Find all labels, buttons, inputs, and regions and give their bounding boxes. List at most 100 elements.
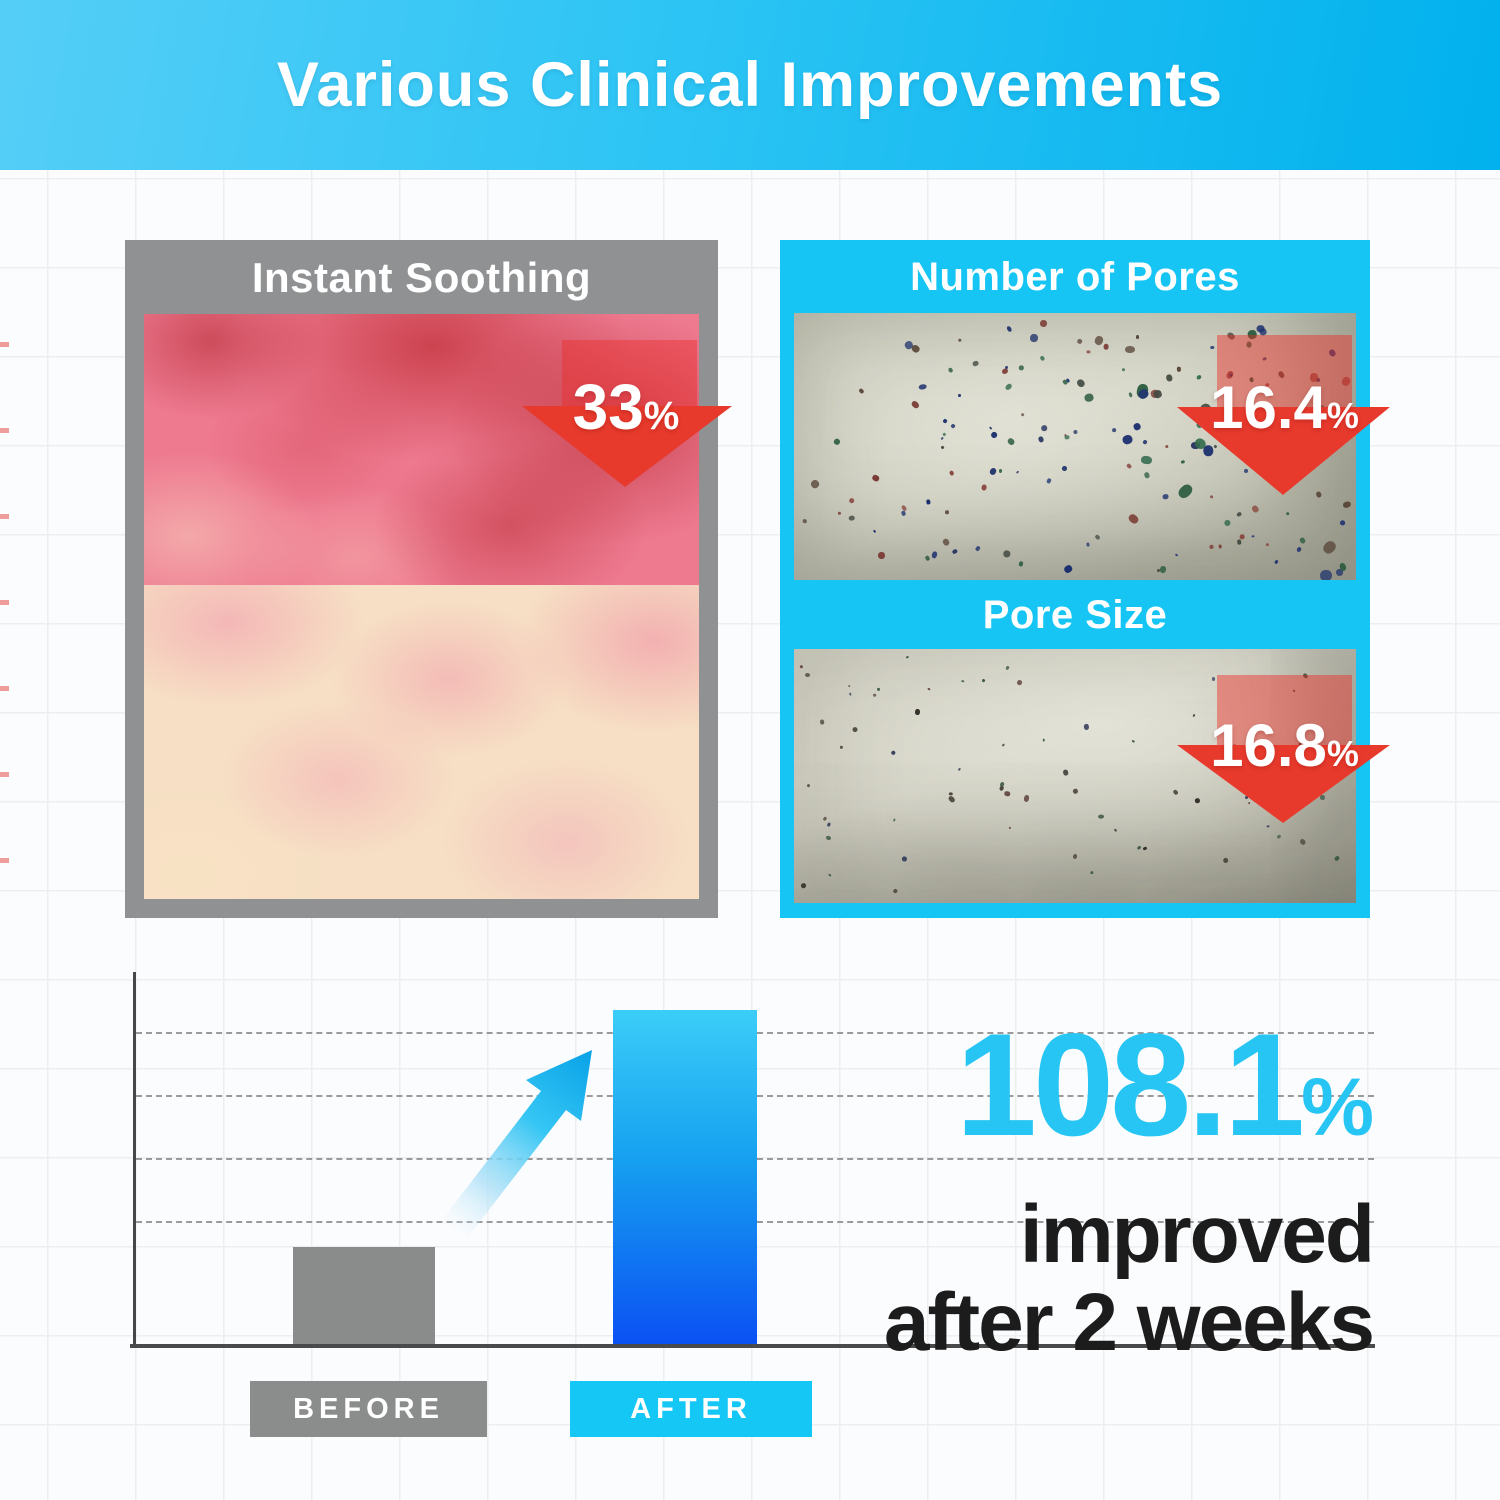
pore-speck xyxy=(1174,552,1179,557)
panel-instant-soothing: Instant Soothing 33% xyxy=(125,240,732,918)
stat-number: 33 xyxy=(572,371,644,443)
pore-speck xyxy=(1038,355,1046,362)
stat-value: 33% xyxy=(520,370,732,444)
pore-speck xyxy=(1072,853,1079,860)
percent-sign: % xyxy=(1326,733,1359,774)
pore-speck xyxy=(840,745,844,749)
pore-speck xyxy=(1063,563,1074,574)
pore-speck xyxy=(858,387,865,395)
pore-speck xyxy=(800,882,807,889)
pore-speck xyxy=(1310,373,1318,382)
pore-speck xyxy=(1285,511,1290,516)
headline-number: 108.1 xyxy=(955,1003,1305,1166)
pore-speck xyxy=(1075,338,1084,346)
left-edge-red-tick xyxy=(0,686,9,691)
stat-value: 16.8% xyxy=(1177,711,1392,780)
pore-speck xyxy=(1124,346,1135,354)
pore-speck xyxy=(909,400,920,411)
panel-pore-size-title: Pore Size xyxy=(982,593,1168,637)
pore-speck xyxy=(988,467,998,477)
pore-speck xyxy=(1071,429,1078,436)
pore-speck xyxy=(961,680,965,683)
headline-caption-line1: improved xyxy=(1019,1189,1375,1280)
pore-speck xyxy=(1163,444,1169,450)
pore-speck xyxy=(900,510,906,516)
stat-value: 16.4% xyxy=(1177,373,1392,442)
pore-speck xyxy=(1251,534,1255,538)
percent-sign: % xyxy=(643,394,680,438)
pore-speck xyxy=(872,473,881,483)
pore-speck xyxy=(1020,412,1025,417)
pore-speck xyxy=(1140,455,1153,465)
pore-speck xyxy=(819,720,825,726)
pore-speck xyxy=(1064,434,1070,440)
pore-speck xyxy=(1162,493,1169,500)
pore-speck xyxy=(1005,325,1013,334)
pore-speck xyxy=(1334,855,1341,862)
pore-speck xyxy=(1218,544,1223,550)
pore-speck xyxy=(1239,533,1245,540)
pore-speck xyxy=(826,821,831,827)
after-label: AFTER xyxy=(570,1381,812,1437)
pore-speck xyxy=(957,338,962,343)
pore-speck xyxy=(1127,512,1140,525)
pore-speck xyxy=(799,664,804,669)
pore-speck xyxy=(1299,537,1307,545)
trend-up-arrow-icon xyxy=(442,1050,592,1237)
pore-speck xyxy=(1265,542,1270,547)
pore-speck xyxy=(1089,871,1094,875)
pore-speck xyxy=(940,444,945,450)
pore-speck xyxy=(947,794,957,804)
pore-speck xyxy=(1042,738,1046,742)
pore-speck xyxy=(1223,518,1232,528)
pore-speck xyxy=(1072,788,1079,796)
pore-speck xyxy=(1135,845,1142,851)
pore-speck xyxy=(950,423,957,430)
panel-number-of-pores-title: Number of Pores xyxy=(910,255,1240,299)
headline-caption-line2: after 2 weeks xyxy=(883,1277,1375,1368)
pore-speck xyxy=(1015,470,1020,475)
pore-speck xyxy=(809,478,821,491)
pore-speck xyxy=(1131,740,1135,744)
pore-speck xyxy=(1094,533,1101,541)
pore-speck xyxy=(1086,350,1091,354)
bar-before xyxy=(293,1247,435,1344)
panel-pores: Number of Pores Pore Size 16.4% 16.8% xyxy=(780,240,1390,918)
pore-speck xyxy=(998,468,1003,474)
number-of-pores-stat-callout: 16.4% xyxy=(1177,335,1392,505)
left-edge-red-tick xyxy=(0,600,9,605)
pore-speck xyxy=(981,678,986,684)
pore-speck xyxy=(1121,433,1134,446)
pore-speck xyxy=(927,687,931,691)
pore-speck xyxy=(957,766,961,771)
pore-speck xyxy=(1143,470,1151,479)
pore-speck xyxy=(872,529,877,534)
pore-speck xyxy=(1136,335,1140,339)
pore-speck xyxy=(891,888,898,895)
pore-speck xyxy=(1121,367,1126,372)
pore-speck xyxy=(925,498,931,505)
pore-speck xyxy=(1158,565,1166,574)
pore-speck xyxy=(951,548,958,555)
pore-speck xyxy=(941,537,951,547)
pore-speck xyxy=(1142,846,1148,852)
left-edge-red-tick xyxy=(0,428,9,433)
pore-speck xyxy=(980,484,988,492)
pore-speck xyxy=(1165,373,1173,382)
pore-speck xyxy=(1296,546,1303,553)
pore-speck xyxy=(890,749,896,756)
pore-speck xyxy=(918,382,927,390)
header-banner: Various Clinical Improvements xyxy=(0,0,1500,170)
instant-soothing-stat-callout: 33% xyxy=(520,340,732,490)
pore-speck xyxy=(1236,539,1242,545)
pore-speck xyxy=(1097,814,1104,820)
pore-speck xyxy=(1046,478,1052,484)
left-edge-red-tick xyxy=(0,514,9,519)
pore-speck xyxy=(1001,743,1005,747)
before-label: BEFORE xyxy=(250,1381,487,1437)
pore-speck xyxy=(1004,382,1013,391)
pore-speck xyxy=(1111,427,1117,433)
pore-speck xyxy=(805,672,811,678)
pore-speck xyxy=(1125,463,1133,470)
pore-speck xyxy=(915,709,921,716)
